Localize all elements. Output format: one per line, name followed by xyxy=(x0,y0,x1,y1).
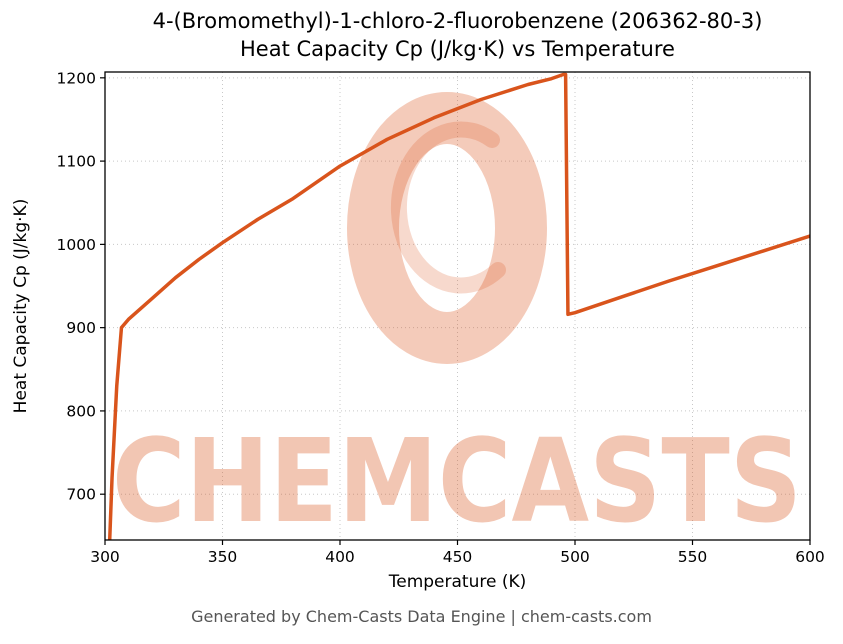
x-tick-label: 350 xyxy=(208,548,238,566)
y-tick-label: 800 xyxy=(66,402,96,420)
y-tick-label: 900 xyxy=(66,319,96,337)
watermark-logo-icon xyxy=(347,92,547,364)
y-axis-label: Heat Capacity Cp (J/kg·K) xyxy=(11,198,31,414)
y-tick-label: 1000 xyxy=(57,236,96,254)
y-tick-label: 1200 xyxy=(57,69,96,87)
x-tick-label: 400 xyxy=(325,548,355,566)
chart-title-line1: 4-(Bromomethyl)-1-chloro-2-fluorobenzene… xyxy=(152,9,763,33)
x-tick-label: 450 xyxy=(443,548,473,566)
chart-title: 4-(Bromomethyl)-1-chloro-2-fluorobenzene… xyxy=(105,7,810,63)
chart-title-line2: Heat Capacity Cp (J/kg·K) vs Temperature xyxy=(240,37,675,61)
watermark-text: CHEMCASTS xyxy=(112,415,802,549)
watermark-logo-swirl-icon xyxy=(390,121,506,294)
x-tick-label: 300 xyxy=(90,548,120,566)
x-tick-label: 600 xyxy=(795,548,825,566)
grid xyxy=(104,72,811,540)
footer-credit: Generated by Chem-Casts Data Engine | ch… xyxy=(191,607,652,626)
x-tick-label: 550 xyxy=(678,548,708,566)
x-axis-label: Temperature (K) xyxy=(388,572,527,592)
y-tick-label: 1100 xyxy=(57,153,96,171)
cp-curve xyxy=(107,72,810,540)
watermark: CHEMCASTS xyxy=(112,92,802,549)
y-tick-label: 700 xyxy=(66,486,96,504)
x-tick-label: 500 xyxy=(560,548,590,566)
ticks: 300 350 400 450 500 550 600 700 800 900 1000 1100 12… xyxy=(57,69,825,566)
